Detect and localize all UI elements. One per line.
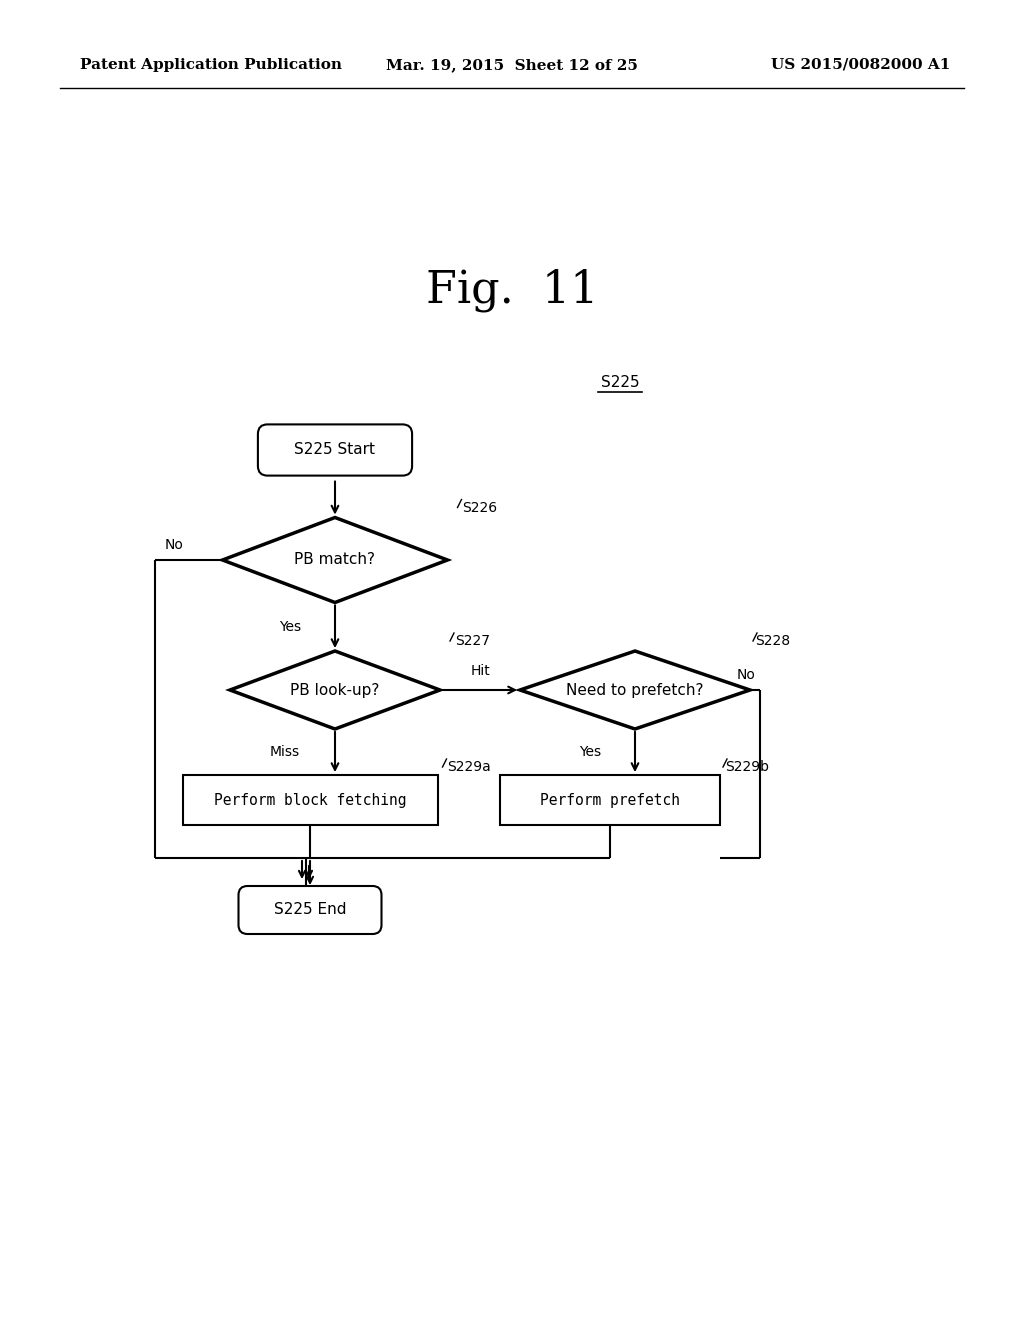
- Text: Yes: Yes: [279, 620, 301, 634]
- Text: Perform prefetch: Perform prefetch: [540, 792, 680, 808]
- Text: Miss: Miss: [270, 744, 300, 759]
- FancyBboxPatch shape: [239, 886, 382, 935]
- Polygon shape: [230, 651, 440, 729]
- Polygon shape: [520, 651, 750, 729]
- Text: Patent Application Publication: Patent Application Publication: [80, 58, 342, 73]
- Text: S225: S225: [601, 375, 639, 389]
- FancyBboxPatch shape: [258, 425, 412, 475]
- Text: S225 End: S225 End: [273, 903, 346, 917]
- Text: Hit: Hit: [470, 664, 489, 678]
- Text: Fig.  11: Fig. 11: [426, 268, 598, 312]
- Text: PB look-up?: PB look-up?: [291, 682, 380, 697]
- Text: Mar. 19, 2015  Sheet 12 of 25: Mar. 19, 2015 Sheet 12 of 25: [386, 58, 638, 73]
- Text: PB match?: PB match?: [295, 553, 376, 568]
- Text: S227: S227: [455, 634, 490, 648]
- Text: S229a: S229a: [447, 760, 492, 774]
- Text: Yes: Yes: [579, 744, 601, 759]
- Text: S225 Start: S225 Start: [295, 442, 376, 458]
- Text: S229b: S229b: [725, 760, 769, 774]
- Polygon shape: [222, 517, 447, 602]
- Text: S228: S228: [755, 634, 791, 648]
- Text: Perform block fetching: Perform block fetching: [214, 792, 407, 808]
- Text: S226: S226: [463, 500, 498, 515]
- Bar: [500, 775, 720, 825]
- Bar: [182, 775, 437, 825]
- Text: Need to prefetch?: Need to prefetch?: [566, 682, 703, 697]
- Text: No: No: [165, 539, 184, 552]
- Text: US 2015/0082000 A1: US 2015/0082000 A1: [771, 58, 950, 73]
- Text: No: No: [736, 668, 755, 682]
